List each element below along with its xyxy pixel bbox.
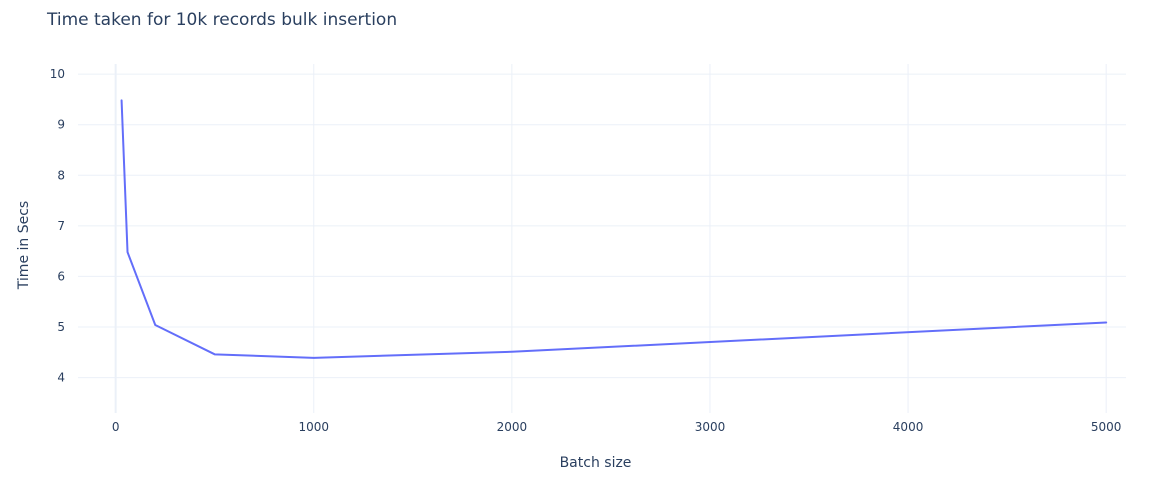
x-tick-label: 4000 [893,420,924,434]
x-tick-label: 1000 [298,420,329,434]
y-tick-label: 4 [57,371,65,385]
y-tick-label: 8 [57,168,65,182]
y-tick-label: 9 [57,118,65,132]
y-tick-label: 5 [57,320,65,334]
y-tick-label: 10 [50,67,65,81]
x-axis-title: Batch size [560,455,632,471]
y-tick-label: 7 [57,219,65,233]
x-tick-label: 0 [112,420,120,434]
tick-labels: 0 1000 2000 3000 4000 5000 4 5 6 7 8 9 10 [50,67,1122,434]
x-tick-label: 3000 [695,420,726,434]
series-line [120,99,1108,359]
y-axis-title: Time in Secs [16,201,32,290]
x-tick-label: 2000 [497,420,528,434]
y-tick-label: 6 [57,269,65,283]
chart-title: Time taken for 10k records bulk insertio… [46,10,397,30]
x-tick-label: 5000 [1091,420,1122,434]
series [120,99,1108,359]
grid [78,64,1126,413]
